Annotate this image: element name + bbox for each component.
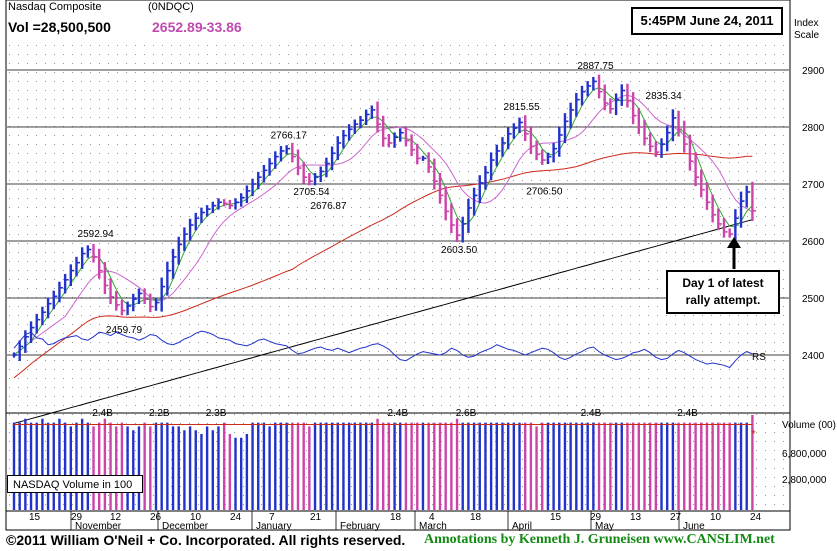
date-axis-labels: 15 29 12 26 10 24 7 21 18 4 18 15 29 13 27 10 24 — [29, 512, 762, 523]
ma-50-line — [13, 152, 753, 379]
volume-tick-1: 6,800,000 — [782, 449, 827, 460]
month-label: May — [595, 521, 614, 532]
change-readout: -33.86 — [202, 19, 242, 35]
month-label: January — [256, 521, 292, 532]
x-tick-label: 15 — [550, 512, 562, 523]
price-axis-labels: 2400 2500 2600 2700 2800 2900 — [802, 66, 825, 362]
price-grid-dots — [7, 40, 789, 412]
price-label: 2592.94 — [78, 229, 115, 240]
x-tick-label: 13 — [630, 512, 642, 523]
x-tick-label: 29 — [71, 512, 83, 523]
month-labels: November December January February March Apri… — [70, 511, 705, 532]
y-tick-label: 2800 — [802, 123, 825, 134]
x-tick-label: 7 — [269, 512, 275, 523]
price-label: 2603.50 — [441, 245, 478, 256]
volume-readout: Vol =28,500,500 — [8, 19, 111, 35]
month-label: February — [340, 521, 380, 532]
date-axis — [5, 510, 791, 531]
y-tick-label: 2500 — [802, 294, 825, 305]
volume-legend: NASDAQ Volume in 100 — [7, 475, 143, 493]
copyright-text: ©2011 William O'Neil + Co. Incorporated.… — [6, 532, 406, 548]
x-tick-label: 27 — [670, 512, 682, 523]
x-tick-label: 12 — [110, 512, 122, 523]
x-tick-label: 21 — [310, 512, 322, 523]
price-label: 2459.79 — [106, 325, 143, 336]
annotation-line-2: rally attempt. — [685, 293, 761, 307]
volume-peak-label: 2.4B — [388, 408, 409, 419]
y-tick-label: 2900 — [802, 66, 825, 77]
rs-line-group — [13, 330, 753, 369]
price-label: 2815.55 — [504, 102, 541, 113]
month-label: November — [75, 521, 122, 532]
annotation-credit: Annotations by Kenneth J. Gruneisen www.… — [424, 532, 775, 547]
scale-label-scale: Scale — [794, 30, 819, 41]
month-label: June — [683, 521, 705, 532]
price-point-labels: 2592.94 2459.79 2766.17 2676.87 2705.54 2603.… — [78, 61, 683, 336]
price-readout: 2652.89 — [152, 19, 203, 35]
month-label: December — [162, 521, 209, 532]
volume-tick-2: 2,800,000 — [782, 475, 827, 486]
volume-peak-labels: 2.4B 2.2B 2.3B 2.4B 2.6B 2.4B 2.4B — [92, 408, 698, 419]
annotation-box: Day 1 of latest rally attempt. — [666, 270, 780, 314]
price-label: 2706.50 — [526, 186, 563, 197]
price-label: 2766.17 — [271, 130, 308, 141]
volume-grid-dots — [7, 414, 789, 510]
volume-marker: * — [751, 427, 756, 441]
y-tick-label: 2400 — [802, 351, 825, 362]
price-label: 2887.75 — [577, 61, 614, 72]
price-bars — [12, 74, 756, 362]
x-tick-label: 26 — [150, 512, 162, 523]
x-tick-label: 24 — [230, 512, 242, 523]
month-label: April — [512, 521, 532, 532]
volume-bars — [12, 415, 754, 510]
rs-label: RS — [752, 352, 766, 363]
x-tick-label: 10 — [710, 512, 722, 523]
volume-peak-label: 2.4B — [92, 408, 113, 419]
x-tick-label: 15 — [29, 512, 41, 523]
annotation-line-1: Day 1 of latest — [682, 276, 764, 290]
x-tick-label: 29 — [590, 512, 602, 523]
x-tick-label: 10 — [190, 512, 202, 523]
rs-line — [13, 330, 753, 369]
month-label: March — [419, 521, 447, 532]
volume-peak-label: 2.6B — [456, 408, 477, 419]
index-name: Nasdaq Composite — [8, 1, 102, 13]
price-label: 2835.34 — [646, 91, 683, 102]
volume-peak-label: 2.4B — [677, 408, 698, 419]
x-tick-label: 4 — [429, 512, 435, 523]
ma-long-line — [13, 219, 753, 424]
timestamp-box: 5:45PM June 24, 2011 — [631, 7, 783, 35]
x-tick-label: 24 — [750, 512, 762, 523]
y-tick-label: 2600 — [802, 237, 825, 248]
price-label: 2705.54 — [293, 187, 330, 198]
price-label: 2676.87 — [310, 201, 347, 212]
volume-peak-label: 2.4B — [581, 408, 602, 419]
volume-peak-label: 2.3B — [206, 408, 227, 419]
volume-title: Volume (00) — [782, 420, 836, 431]
annotation-arrowhead — [727, 237, 741, 248]
x-tick-label: 18 — [470, 512, 482, 523]
y-tick-label: 2700 — [802, 180, 825, 191]
index-symbol: (0NDQC) — [148, 1, 194, 13]
x-tick-label: 18 — [390, 512, 402, 523]
scale-label-index: Index — [794, 18, 818, 29]
volume-peak-label: 2.2B — [149, 408, 170, 419]
